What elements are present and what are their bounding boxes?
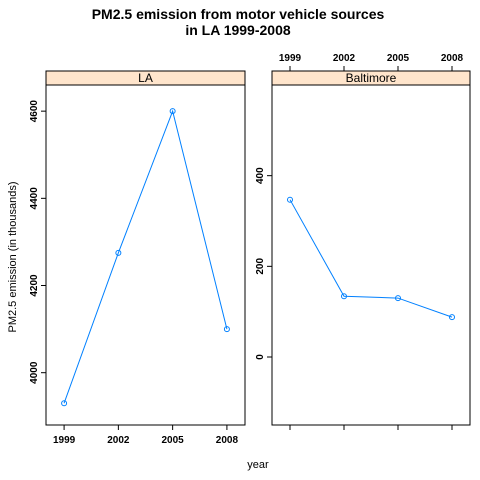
panel-strip-label: LA	[138, 71, 153, 85]
y-tick-label: 4200	[29, 274, 40, 297]
data-point	[169, 108, 176, 115]
data-point	[395, 295, 401, 302]
panel-strip-label: Baltimore	[346, 71, 397, 85]
y-tick-label: 0	[255, 354, 266, 360]
panel-baltimore: Baltimore 1999 2002 2005 2008 0 200 400	[255, 53, 471, 430]
x-tick-label: 1999	[279, 53, 302, 64]
y-tick-label: 200	[255, 258, 266, 275]
data-point	[115, 249, 122, 256]
x-tick-label: 2002	[333, 53, 356, 64]
x-tick-label: 2005	[387, 53, 410, 64]
series-line-la	[63, 109, 228, 404]
chart-title: PM2.5 emission from motor vehicle source…	[92, 6, 385, 22]
x-axis-label: year	[247, 459, 269, 471]
x-tick-label: 2008	[441, 53, 464, 64]
data-point	[287, 196, 293, 203]
x-tick-label: 1999	[53, 435, 76, 446]
y-axis-label: PM2.5 emission (in thousands)	[7, 181, 19, 332]
panel-la: LA 1999 2002 2005 2008 4000 4200 4400 4600	[29, 70, 246, 446]
panel-frame	[271, 84, 471, 426]
x-tick-label: 2002	[107, 435, 130, 446]
data-point	[449, 314, 455, 321]
y-tick-label: 4400	[29, 187, 40, 210]
y-tick-label: 4600	[29, 100, 40, 123]
data-point	[61, 400, 68, 407]
y-tick-label: 4000	[29, 361, 40, 384]
data-point	[341, 293, 347, 300]
chart-subtitle: in LA 1999-2008	[185, 22, 291, 38]
panel-frame	[45, 84, 246, 426]
series-line-baltimore	[289, 199, 453, 318]
x-tick-label: 2008	[216, 435, 239, 446]
y-tick-label: 400	[255, 167, 266, 184]
x-tick-label: 2005	[162, 435, 185, 446]
data-point	[223, 326, 230, 333]
